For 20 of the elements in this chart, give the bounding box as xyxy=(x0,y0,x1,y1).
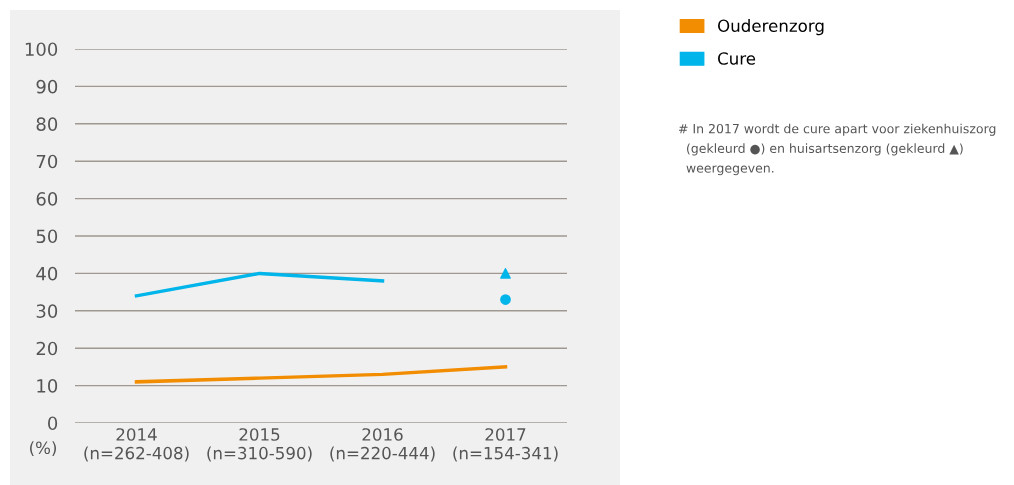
x-tick-label: 2016 (n=220-444) xyxy=(330,428,435,462)
y-tick-label: 100 xyxy=(25,42,58,57)
y-tick-label: 30 xyxy=(36,304,58,318)
y-tick-label: 40 xyxy=(36,266,58,281)
line-series xyxy=(134,365,508,384)
y-tick-label: 20 xyxy=(36,341,58,356)
legend-label: Ouderenzorg xyxy=(718,19,824,36)
legend-label: Cure xyxy=(718,52,756,65)
y-tick-label: 90 xyxy=(36,79,58,94)
y-axis-title: (%) xyxy=(30,441,57,456)
y-tick-label: 10 xyxy=(37,379,58,393)
y-tick-label: 70 xyxy=(36,154,58,169)
x-tick-label: 2015 (n=310-590) xyxy=(207,428,312,462)
y-tick-label: 60 xyxy=(36,192,58,206)
y-tick-label: 80 xyxy=(36,117,58,131)
text: # In 2017 wordt de cure apart voor ziekenhuiszorg (gekleurd ●) en huisartsenzorg (gekleurd ▲) weergegeven. xyxy=(678,123,996,176)
x-tick-label: 2017 (n=154-341) xyxy=(453,428,558,462)
y-tick-label: 0 xyxy=(48,416,58,431)
y-tick-label: 50 xyxy=(36,229,58,244)
x-tick-label: 2014 (n=262-408) xyxy=(84,428,189,462)
